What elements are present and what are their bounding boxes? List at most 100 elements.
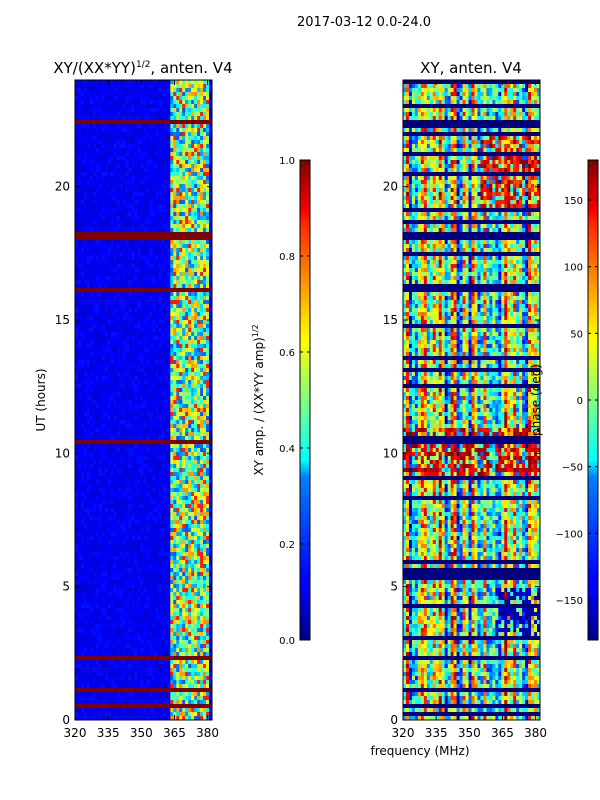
amplitude-cell [167,292,171,297]
amplitude-cell [98,384,103,389]
amplitude-cell [128,316,132,321]
amplitude-cell [89,356,94,361]
amplitude-cell [75,248,79,253]
amplitude-cell [149,452,153,457]
amplitude-cell [152,128,156,133]
amplitude-cell [143,312,147,317]
amplitude-cell [80,216,85,221]
amplitude-cell [113,404,117,409]
amplitude-cell [116,160,120,165]
amplitude-cell [167,408,171,413]
amplitude-cell [140,528,144,533]
amplitude-cell [128,216,132,221]
amplitude-cell [170,216,174,221]
amplitude-cell [119,308,123,313]
amplitude-cell [191,488,195,493]
amplitude-cell [80,124,85,129]
amplitude-cell [110,192,115,197]
amplitude-cell [203,136,207,141]
amplitude-cell [140,136,144,141]
amplitude-cell [155,348,159,353]
amplitude-cell [92,300,97,305]
amplitude-cell [188,520,192,525]
amplitude-cell [89,332,94,337]
amplitude-cell [185,240,189,245]
amplitude-cell [110,372,115,377]
amplitude-cell [95,176,100,181]
amplitude-cell [167,472,171,477]
amplitude-cell [173,208,177,213]
amplitude-cell [86,200,91,205]
amplitude-cell [143,144,147,149]
amplitude-cell [113,84,117,89]
amplitude-cell [92,376,97,381]
amplitude-cell [116,212,120,217]
amplitude-cell [125,396,129,401]
amplitude-cell [134,188,138,193]
amplitude-cell [206,360,210,365]
amplitude-cell [89,204,94,209]
amplitude-cell [95,352,100,357]
amplitude-cell [83,184,88,189]
amplitude-cell [131,300,135,305]
amplitude-cell [185,328,189,333]
amplitude-cell [122,112,126,117]
amplitude-cell [188,228,192,233]
amplitude-cell [191,240,195,245]
amplitude-cell [119,484,123,489]
amplitude-cell [134,408,138,413]
amplitude-cell [86,92,91,97]
amplitude-cell [209,428,213,433]
amplitude-cell [164,432,168,437]
amplitude-cell [200,528,204,533]
amplitude-cell [89,464,94,469]
amplitude-cell [146,100,150,105]
amplitude-cell [203,96,207,101]
amplitude-cell [110,200,115,205]
amplitude-cell [77,528,82,533]
amplitude-cell [158,168,162,173]
amplitude-cell [80,432,85,437]
amplitude-cell [113,112,117,117]
amplitude-cell [146,216,150,221]
amplitude-cell [119,248,123,253]
amplitude-cell [128,476,132,481]
amplitude-cell [167,100,171,105]
amplitude-cell [158,420,162,425]
amplitude-cell [164,412,168,417]
amplitude-cell [83,524,88,529]
amplitude-cell [182,220,186,225]
amplitude-cell [77,276,82,281]
amplitude-cell [86,192,91,197]
amplitude-cell [80,444,85,449]
amplitude-cell [86,180,91,185]
amplitude-cell [134,512,138,517]
amplitude-cell [77,496,82,501]
amplitude-cell [128,184,132,189]
amplitude-cell [185,216,189,221]
amplitude-cell [104,336,109,341]
amplitude-cell [86,508,91,513]
amplitude-cell [86,240,91,245]
amplitude-cell [101,268,106,273]
amplitude-cell [161,416,165,421]
amplitude-cell [185,128,189,133]
amplitude-cell [75,144,79,149]
amplitude-cell [107,172,112,177]
amplitude-cell [200,228,204,233]
amplitude-cell [119,228,123,233]
amplitude-cell [158,388,162,393]
amplitude-cell [80,368,85,373]
amplitude-cell [77,240,82,245]
amplitude-cell [149,384,153,389]
amplitude-cell [113,160,117,165]
amplitude-cell [152,144,156,149]
amplitude-cell [116,380,120,385]
amplitude-cell [119,380,123,385]
amplitude-cell [116,244,120,249]
amplitude-cell [167,240,171,245]
amplitude-cell [155,464,159,469]
amplitude-cell [119,508,123,513]
amplitude-cell [158,304,162,309]
amplitude-cell [75,388,79,393]
